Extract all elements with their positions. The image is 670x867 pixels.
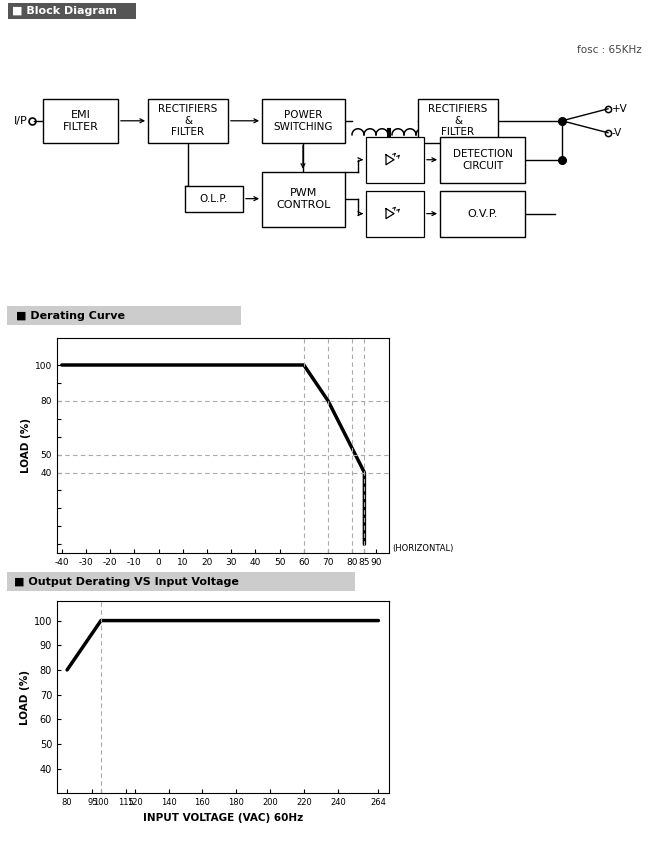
Text: PWM
CONTROL: PWM CONTROL [276, 188, 331, 210]
Text: DETECTION
CIRCUIT: DETECTION CIRCUIT [452, 149, 513, 171]
Text: EMI
FILTER: EMI FILTER [62, 110, 98, 132]
Text: O.V.P.: O.V.P. [467, 209, 498, 218]
Bar [366, 137, 424, 183]
Bar [440, 137, 525, 183]
Text: ■ Block Diagram: ■ Block Diagram [12, 6, 117, 16]
Text: (HORIZONTAL): (HORIZONTAL) [392, 544, 454, 553]
Text: ■ Derating Curve: ■ Derating Curve [16, 310, 125, 321]
Text: +V: +V [612, 104, 628, 114]
Text: RECTIFIERS
&
FILTER: RECTIFIERS & FILTER [158, 104, 218, 137]
Bar [8, 3, 136, 19]
Text: ■ Output Derating VS Input Voltage: ■ Output Derating VS Input Voltage [13, 577, 239, 587]
Text: POWER
SWITCHING: POWER SWITCHING [274, 110, 333, 132]
Bar [262, 99, 345, 143]
Bar [43, 99, 118, 143]
X-axis label: AMBIENT TEMPERATURE (°C): AMBIENT TEMPERATURE (°C) [139, 572, 307, 583]
X-axis label: INPUT VOLTAGE (VAC) 60Hz: INPUT VOLTAGE (VAC) 60Hz [143, 812, 303, 823]
Text: I/P: I/P [14, 116, 27, 126]
Y-axis label: LOAD (%): LOAD (%) [19, 669, 29, 725]
Text: -V: -V [612, 127, 622, 138]
Bar [418, 99, 498, 143]
Text: O.L.P.: O.L.P. [200, 193, 228, 204]
Text: fosc : 65KHz: fosc : 65KHz [578, 45, 642, 55]
Y-axis label: LOAD (%): LOAD (%) [21, 418, 31, 473]
Bar [366, 191, 424, 237]
Text: RECTIFIERS
&
FILTER: RECTIFIERS & FILTER [428, 104, 488, 137]
Bar [148, 99, 228, 143]
Bar [440, 191, 525, 237]
Bar [185, 186, 243, 212]
Bar [262, 172, 345, 226]
